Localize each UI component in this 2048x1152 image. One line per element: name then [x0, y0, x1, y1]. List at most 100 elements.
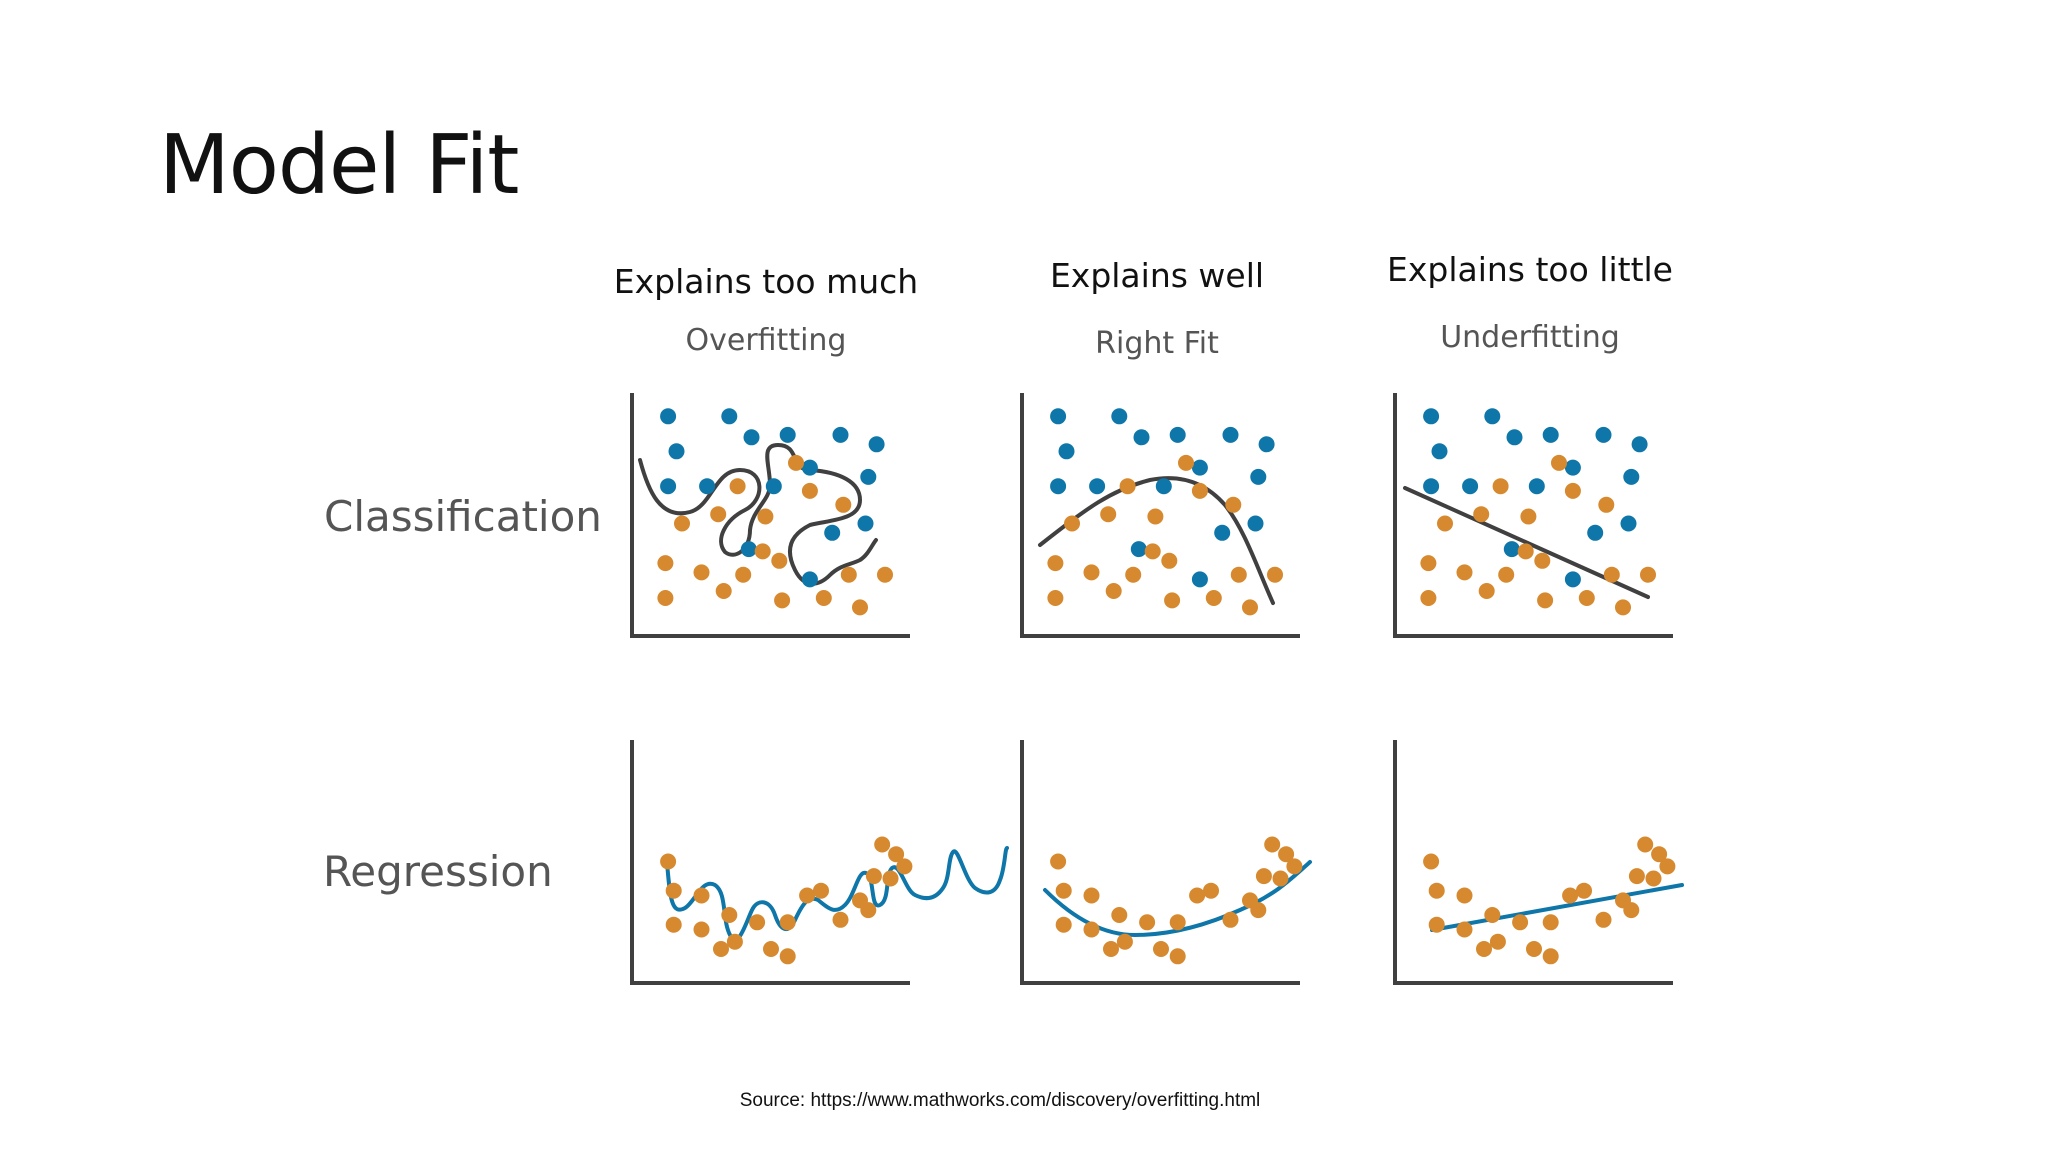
- class-b-point: [1537, 592, 1554, 609]
- row-label-classification: Classification: [324, 492, 602, 541]
- class-b-point: [1498, 566, 1515, 583]
- axes-group: [630, 393, 1673, 985]
- class-b-point: [1225, 496, 1242, 513]
- regression-point: [888, 846, 905, 863]
- class-b-point: [788, 454, 804, 471]
- regression-point: [779, 948, 796, 965]
- class-a-point: [1155, 478, 1172, 495]
- class-a-point: [1423, 478, 1440, 495]
- regression-point: [726, 933, 743, 950]
- class-a-point: [1214, 524, 1231, 541]
- class-a-point: [1542, 426, 1559, 443]
- regression-point: [1428, 916, 1445, 933]
- column-heading-underfitting: Explains too little: [1387, 250, 1673, 289]
- class-a-point: [1191, 571, 1208, 588]
- regression-point: [1595, 911, 1612, 928]
- class-b-point: [1064, 515, 1080, 532]
- class-a-point: [1431, 443, 1448, 460]
- class-b-point: [1119, 478, 1136, 495]
- regression-point: [1542, 914, 1559, 931]
- class-b-point: [1164, 592, 1181, 609]
- regression-point: [1278, 846, 1295, 863]
- regression-point: [721, 907, 738, 923]
- column-heading-overfitting: Explains too much: [613, 262, 919, 301]
- class-b-point: [877, 566, 893, 583]
- class-b-point: [801, 482, 818, 499]
- regression-point: [1542, 948, 1559, 965]
- slide-title: Model Fit: [159, 118, 519, 213]
- class-b-point: [1242, 599, 1258, 616]
- class-b-point: [1420, 590, 1437, 606]
- class-a-point: [1623, 468, 1640, 485]
- class-a-point: [699, 478, 716, 495]
- class-b-point: [1473, 506, 1490, 523]
- class-b-point: [710, 506, 727, 523]
- class-a-point: [1506, 429, 1523, 446]
- regression-point: [1153, 941, 1169, 957]
- axis-regression-overfitting: [630, 740, 910, 985]
- class-a-point: [660, 408, 677, 425]
- class-b-point: [1615, 599, 1631, 616]
- class-a-point: [857, 515, 874, 532]
- class-a-point: [1587, 524, 1604, 541]
- class-b-point: [1205, 590, 1222, 606]
- class-a-point: [1564, 571, 1581, 588]
- class-b-point: [852, 599, 868, 616]
- axis-classification-underfitting: [1393, 393, 1673, 638]
- class-b-point: [1578, 590, 1595, 606]
- class-a-point: [1130, 541, 1147, 558]
- class-b-point: [835, 496, 852, 513]
- points-group: [657, 408, 1676, 965]
- class-b-point: [757, 508, 774, 525]
- regression-point: [865, 868, 882, 885]
- class-a-point: [740, 541, 757, 558]
- class-b-point: [1478, 583, 1495, 599]
- class-b-point: [1551, 454, 1567, 471]
- class-a-point: [1631, 436, 1648, 453]
- axis-classification-overfitting: [630, 393, 910, 638]
- class-b-point: [735, 566, 752, 583]
- class-a-point: [801, 571, 818, 588]
- class-a-point: [668, 443, 685, 460]
- class-a-point: [824, 524, 841, 541]
- regression-point: [874, 836, 891, 853]
- regression-point: [1169, 948, 1186, 965]
- class-a-point: [1462, 478, 1479, 495]
- right-fit-boundary-curve: [1038, 476, 1275, 605]
- column-subheading-right-fit: Right Fit: [1095, 326, 1219, 361]
- regression-point: [1055, 916, 1072, 933]
- regression-point: [763, 941, 779, 957]
- class-b-point: [1125, 566, 1142, 583]
- class-a-point: [1595, 426, 1612, 443]
- regression-point: [1286, 858, 1303, 875]
- class-a-point: [1528, 478, 1545, 495]
- regression-point: [1264, 836, 1281, 853]
- regression-point: [1628, 868, 1645, 885]
- class-b-point: [1437, 515, 1453, 532]
- class-a-point: [1222, 426, 1239, 443]
- regression-point: [1083, 887, 1100, 904]
- class-a-point: [1564, 459, 1581, 476]
- class-a-point: [779, 426, 796, 443]
- regression-point: [1050, 853, 1067, 870]
- regression-point: [1116, 933, 1133, 950]
- regression-point: [882, 870, 899, 887]
- class-a-point: [868, 436, 885, 453]
- class-a-point: [1503, 541, 1520, 558]
- class-a-point: [1169, 426, 1186, 443]
- class-b-point: [1047, 590, 1064, 606]
- regression-point: [1189, 887, 1206, 904]
- class-b-point: [1144, 543, 1161, 560]
- class-b-point: [1598, 496, 1615, 513]
- class-a-point: [1423, 408, 1440, 425]
- regression-point: [860, 902, 877, 919]
- regression-point: [693, 887, 710, 904]
- regression-point: [660, 853, 677, 870]
- regression-point: [1456, 921, 1473, 938]
- class-a-point: [1247, 515, 1264, 532]
- regression-point: [1169, 914, 1186, 931]
- regression-point: [665, 916, 682, 933]
- class-b-point: [815, 590, 832, 606]
- regression-point: [1484, 907, 1501, 923]
